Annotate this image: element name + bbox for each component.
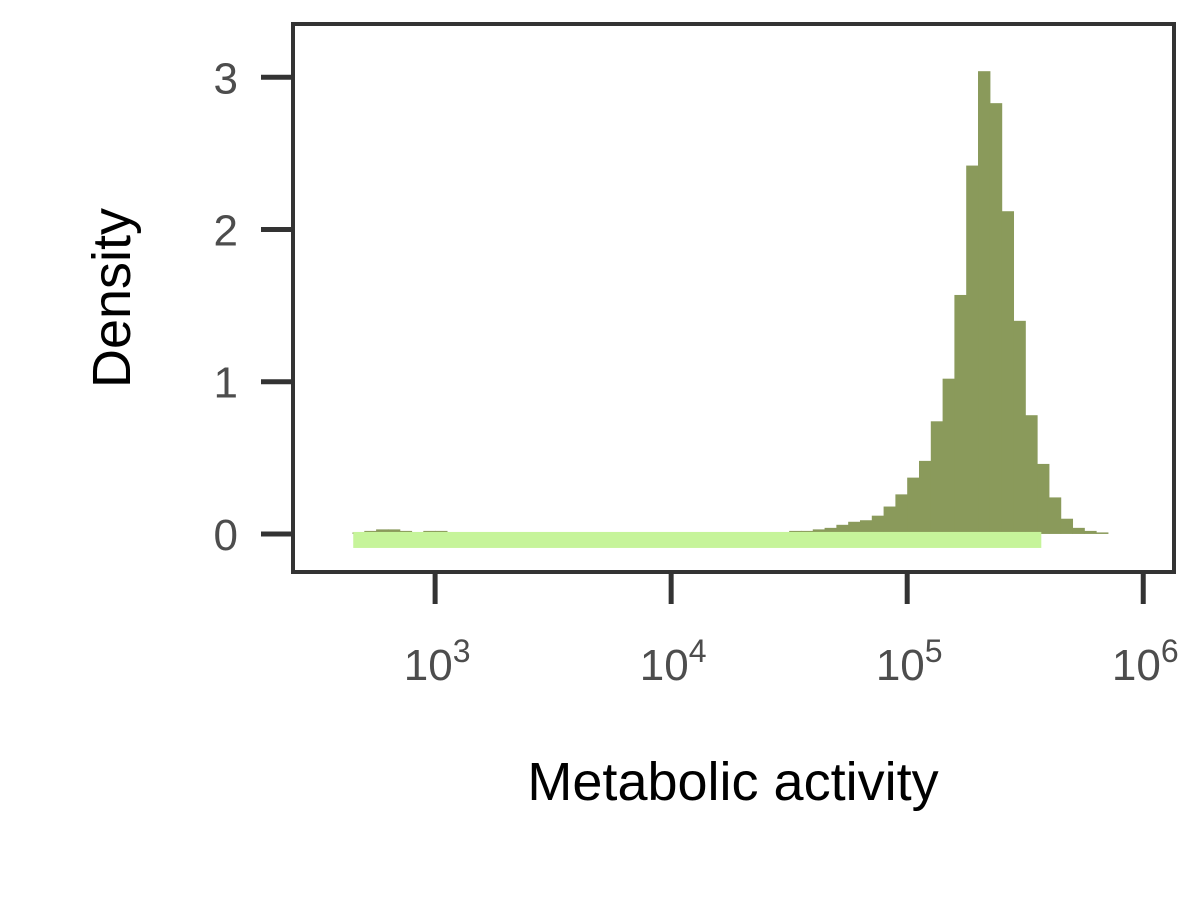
histogram-bar xyxy=(919,460,932,534)
histogram-bar xyxy=(824,527,837,534)
histogram-bar xyxy=(871,515,885,534)
x-tick-label: 104 xyxy=(640,633,707,690)
histogram-bar xyxy=(1025,415,1038,534)
bars-layer xyxy=(352,71,1109,534)
histogram-bar xyxy=(1060,518,1074,534)
histogram-bar xyxy=(966,165,979,534)
x-axis: 103 104 105 106 xyxy=(404,572,1179,690)
y-tick-label: 1 xyxy=(214,359,238,408)
y-tick-label: 3 xyxy=(214,54,238,103)
y-tick-label: 2 xyxy=(214,207,238,256)
histogram-bar xyxy=(387,529,401,534)
histogram-bar xyxy=(1048,497,1062,534)
histogram-bar xyxy=(812,529,826,534)
histogram-bar xyxy=(1013,320,1026,534)
histogram-bar xyxy=(848,521,861,534)
histogram-bar xyxy=(1084,530,1097,534)
histogram-bar xyxy=(907,477,920,534)
histogram-bar xyxy=(930,421,944,534)
histogram-bar xyxy=(942,378,955,534)
histogram-bar xyxy=(978,71,991,534)
histogram-bar xyxy=(1096,532,1109,534)
x-tick-label: 106 xyxy=(1112,633,1179,690)
x-tick-label: 105 xyxy=(876,633,943,690)
baseline-band xyxy=(353,531,1042,548)
y-tick-label: 0 xyxy=(214,511,238,560)
histogram-bar xyxy=(1037,463,1050,534)
y-axis-title: Density xyxy=(82,208,142,388)
histogram-bar xyxy=(859,520,873,534)
histogram-bar xyxy=(1001,211,1015,534)
y-axis: 0 1 2 3 xyxy=(214,54,293,560)
histogram-bar xyxy=(895,494,908,534)
histogram-bar xyxy=(989,103,1003,534)
plot-frame xyxy=(291,22,1176,574)
x-axis-title: Metabolic activity xyxy=(527,752,938,812)
histogram-bar xyxy=(954,294,967,534)
histogram-bar xyxy=(1072,527,1085,534)
histogram-bar xyxy=(883,506,896,534)
histogram-bar xyxy=(376,529,389,534)
x-tick-label: 103 xyxy=(404,633,471,690)
histogram-bar xyxy=(836,524,849,534)
